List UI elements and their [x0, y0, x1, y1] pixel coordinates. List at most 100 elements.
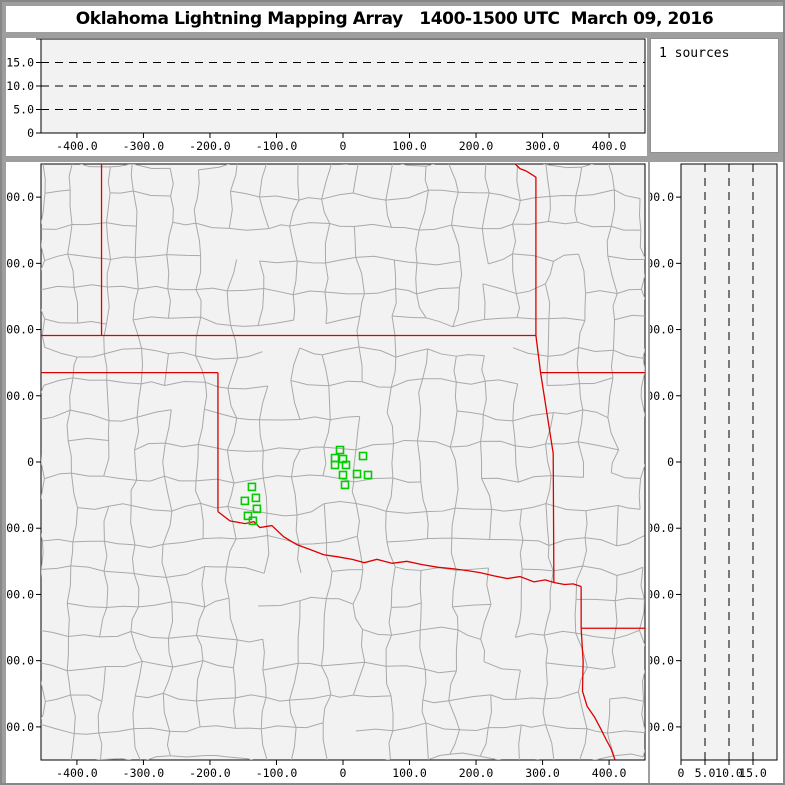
- county-line: [587, 666, 616, 670]
- y-tick-label: -300.0: [650, 654, 674, 668]
- county-line: [390, 357, 397, 388]
- county-line: [421, 699, 427, 724]
- state-border-ks-mo-border: [514, 164, 537, 336]
- county-line: [195, 289, 202, 318]
- county-line: [166, 731, 171, 756]
- county-line: [107, 285, 139, 290]
- county-line: [103, 475, 137, 481]
- county-line: [481, 228, 489, 264]
- county-line: [103, 440, 110, 477]
- county-line: [448, 700, 460, 730]
- x-tick-label: -100.0: [256, 766, 298, 780]
- county-line: [544, 283, 551, 319]
- county-line: [265, 696, 290, 702]
- county-line: [74, 732, 99, 735]
- county-line: [203, 382, 208, 410]
- county-line: [448, 694, 491, 702]
- county-line: [99, 607, 108, 637]
- county-line: [640, 386, 645, 412]
- county-line: [66, 565, 72, 604]
- page-title: Oklahoma Lightning Mapping Array 1400-15…: [75, 9, 714, 29]
- county-line: [484, 317, 517, 320]
- county-line: [512, 200, 521, 225]
- county-line: [134, 543, 164, 549]
- county-line: [195, 480, 202, 504]
- county-line: [515, 293, 521, 318]
- county-line: [607, 255, 645, 260]
- county-line: [360, 629, 366, 663]
- plan-view-map[interactable]: -400.0 -300.0 -200.0 -100.0 0 100.0 200.0 300.0…: [6, 162, 648, 783]
- lma-station-marker: [341, 460, 351, 470]
- county-line: [391, 443, 395, 478]
- county-line: [293, 290, 325, 296]
- county-line: [77, 353, 105, 358]
- county-line: [105, 192, 111, 223]
- county-line: [77, 505, 109, 510]
- county-line: [639, 230, 645, 260]
- county-line: [449, 410, 458, 448]
- county-line: [520, 195, 551, 202]
- county-line: [200, 725, 236, 729]
- county-line: [362, 628, 392, 636]
- county-line: [361, 381, 392, 388]
- county-line: [41, 532, 43, 542]
- county-line: [258, 164, 268, 198]
- county-line: [290, 379, 329, 387]
- county-line: [132, 190, 138, 227]
- county-line: [548, 317, 585, 321]
- county-line: [355, 416, 361, 450]
- county-line: [585, 290, 618, 294]
- county-line: [42, 538, 73, 543]
- x-tick-label: 200.0: [459, 766, 494, 780]
- county-line: [136, 475, 165, 482]
- county-line: [547, 383, 580, 386]
- x-tick-label: 300.0: [525, 766, 560, 780]
- ns-altitude-plot[interactable]: 0 5.010.015.0 400.0 300.0 200.0 100.0 0 -100.0 -…: [650, 162, 783, 783]
- county-line: [237, 638, 263, 643]
- county-line: [607, 730, 645, 734]
- county-line: [577, 441, 584, 478]
- county-line: [386, 538, 428, 543]
- county-line: [138, 601, 172, 608]
- county-line: [70, 694, 76, 734]
- county-line: [323, 598, 327, 634]
- county-line: [297, 600, 301, 636]
- county-line: [168, 634, 197, 639]
- plan-view-panel[interactable]: -400.0 -300.0 -200.0 -100.0 0 100.0 200.0 300.0…: [6, 162, 648, 783]
- lma-station-marker: [251, 493, 261, 503]
- county-line: [545, 475, 552, 504]
- county-line: [259, 260, 298, 264]
- county-line: [98, 728, 134, 734]
- county-line: [164, 409, 172, 444]
- county-line: [227, 288, 264, 292]
- county-line: [170, 195, 174, 223]
- x-tick-label: 0: [678, 766, 685, 780]
- county-line: [358, 346, 363, 382]
- county-line: [516, 283, 546, 295]
- county-line: [196, 635, 238, 641]
- county-line: [227, 506, 237, 540]
- county-line: [352, 164, 359, 194]
- county-line: [193, 197, 198, 224]
- lma-station-marker: [352, 469, 362, 479]
- county-line: [195, 222, 230, 229]
- county-line: [616, 566, 644, 576]
- ns-altitude-panel[interactable]: 0 5.010.015.0 400.0 300.0 200.0 100.0 0 -100.0 -…: [650, 162, 783, 783]
- county-line: [103, 541, 108, 572]
- county-line: [44, 253, 68, 262]
- county-line: [166, 565, 205, 578]
- county-line: [300, 446, 324, 450]
- county-line: [299, 416, 331, 421]
- county-line: [479, 727, 489, 757]
- ew-altitude-panel[interactable]: -400.0 -300.0 -200.0 -100.0 0 100.0 200.0 300.0…: [6, 38, 647, 156]
- lma-station-marker: [247, 482, 257, 492]
- county-line: [575, 167, 583, 196]
- y-tick-label: 10.0: [6, 79, 34, 93]
- county-line: [616, 505, 619, 546]
- county-line: [576, 598, 616, 602]
- county-line: [41, 308, 46, 320]
- county-line: [392, 477, 421, 483]
- county-line: [545, 164, 582, 169]
- county-line: [328, 385, 331, 420]
- ew-altitude-plot[interactable]: -400.0 -300.0 -200.0 -100.0 0 100.0 200.0 300.0…: [6, 38, 647, 156]
